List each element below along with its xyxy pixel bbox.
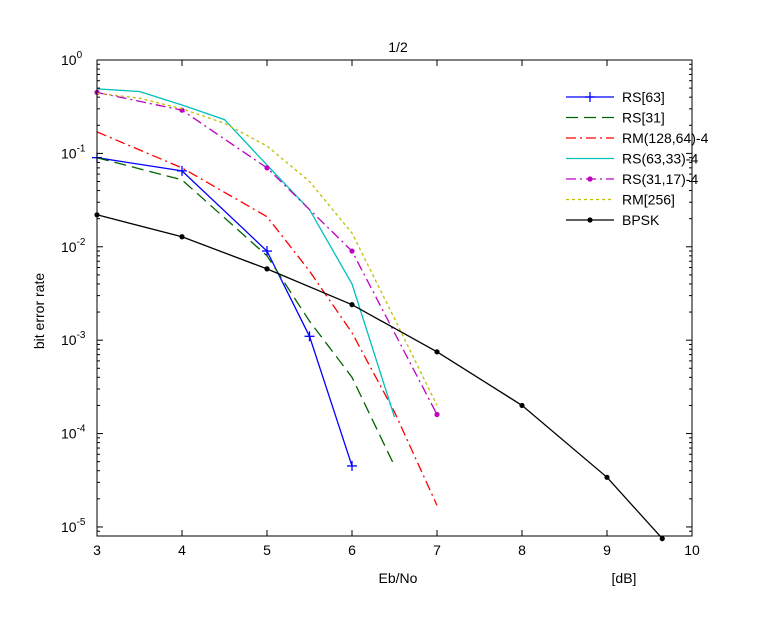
plot-layer [92,88,665,542]
legend-item-rs-31-17-4: RS(31,17)-4 [566,171,698,187]
x-tick-label: 6 [348,542,356,558]
legend-label-rs-63-33-4: RS(63,33)-4 [622,151,698,167]
series-bpsk-point [604,474,610,480]
series-bpsk-point [264,266,270,272]
series-rs-31-17-4-point [264,165,270,171]
legend-item-rm-256: RM[256] [566,192,675,208]
series-rs-63-point [177,165,187,176]
x-tick-label: 7 [433,542,441,558]
series-rs-31-17-4-point [349,248,355,254]
y-tick-label: 10-4 [61,424,86,442]
series-rs-31 [96,157,396,467]
y-axis-title: bit error rate [31,273,47,349]
legend-label-rs-31: RS[31] [622,110,665,126]
legend-label-rs-31-17-4: RS(31,17)-4 [622,171,698,187]
y-tick-label: 10-5 [61,517,86,535]
x-unit-label: [dB] [612,570,637,586]
legend-label-bpsk: BPSK [622,212,660,228]
chart-title: 1/2 [388,39,408,55]
ticks-layer: 3 4 5 6 7 8 9 10 100 10-1 10-2 10-3 10-4 10-5 [61,50,700,558]
x-tick-label: 9 [603,542,611,558]
legend-swatch-rs-31-17-4-point [587,176,593,182]
series-rs-31-17-4-point [434,411,440,418]
x-axis-title: Eb/No [379,570,418,586]
series-rs-31-17-4 [94,89,440,418]
legend-label-rm-128-64-4: RM(128,64)-4 [622,130,709,146]
x-tick-label: 3 [93,542,101,558]
x-tick-label: 8 [518,542,526,558]
legend-swatch-rs-63-point [585,92,595,102]
series-bpsk-point [434,349,440,355]
series-rs-63-point [347,460,357,471]
legend-item-rm-128-64-4: RM(128,64)-4 [566,130,709,146]
x-tick-label: 5 [263,542,271,558]
axes-box [96,59,693,537]
legend-label-rs-63: RS[63] [622,89,665,105]
y-tick-label: 100 [61,50,83,68]
series-line-bpsk [96,214,663,540]
legend-item-rs-63-33-4: RS(63,33)-4 [566,151,698,167]
y-tick-label: 10-2 [61,237,86,255]
legend-swatch-bpsk-point [587,217,593,223]
series-rs-63-33-4 [96,88,396,418]
legend: RS[63] RS[31] RM(128,64)-4 RS(63,33)-4 RS(31… [566,89,709,228]
series-line-rs-31 [96,157,396,467]
series-rm-128-64-4 [96,131,438,506]
series-bpsk-point [659,536,665,542]
legend-item-rs-31: RS[31] [566,110,665,126]
y-tick-label: 10-1 [61,143,86,161]
x-tick-label: 10 [684,542,700,558]
y-tick-label: 10-3 [61,330,86,348]
series-line-rs-63-33-4 [96,88,396,418]
series-bpsk-point [179,234,185,240]
legend-item-rs-63: RS[63] [566,89,665,105]
legend-item-bpsk: BPSK [566,212,660,228]
series-rs-63-point [262,246,272,257]
series-bpsk-point [519,402,525,409]
legend-label-rm-256: RM[256] [622,192,675,208]
x-tick-label: 4 [178,542,186,558]
series-bpsk [94,212,665,542]
series-bpsk-point [349,302,355,308]
series-line-rm-128-64-4 [96,131,438,506]
series-rs-63-point [304,331,315,342]
